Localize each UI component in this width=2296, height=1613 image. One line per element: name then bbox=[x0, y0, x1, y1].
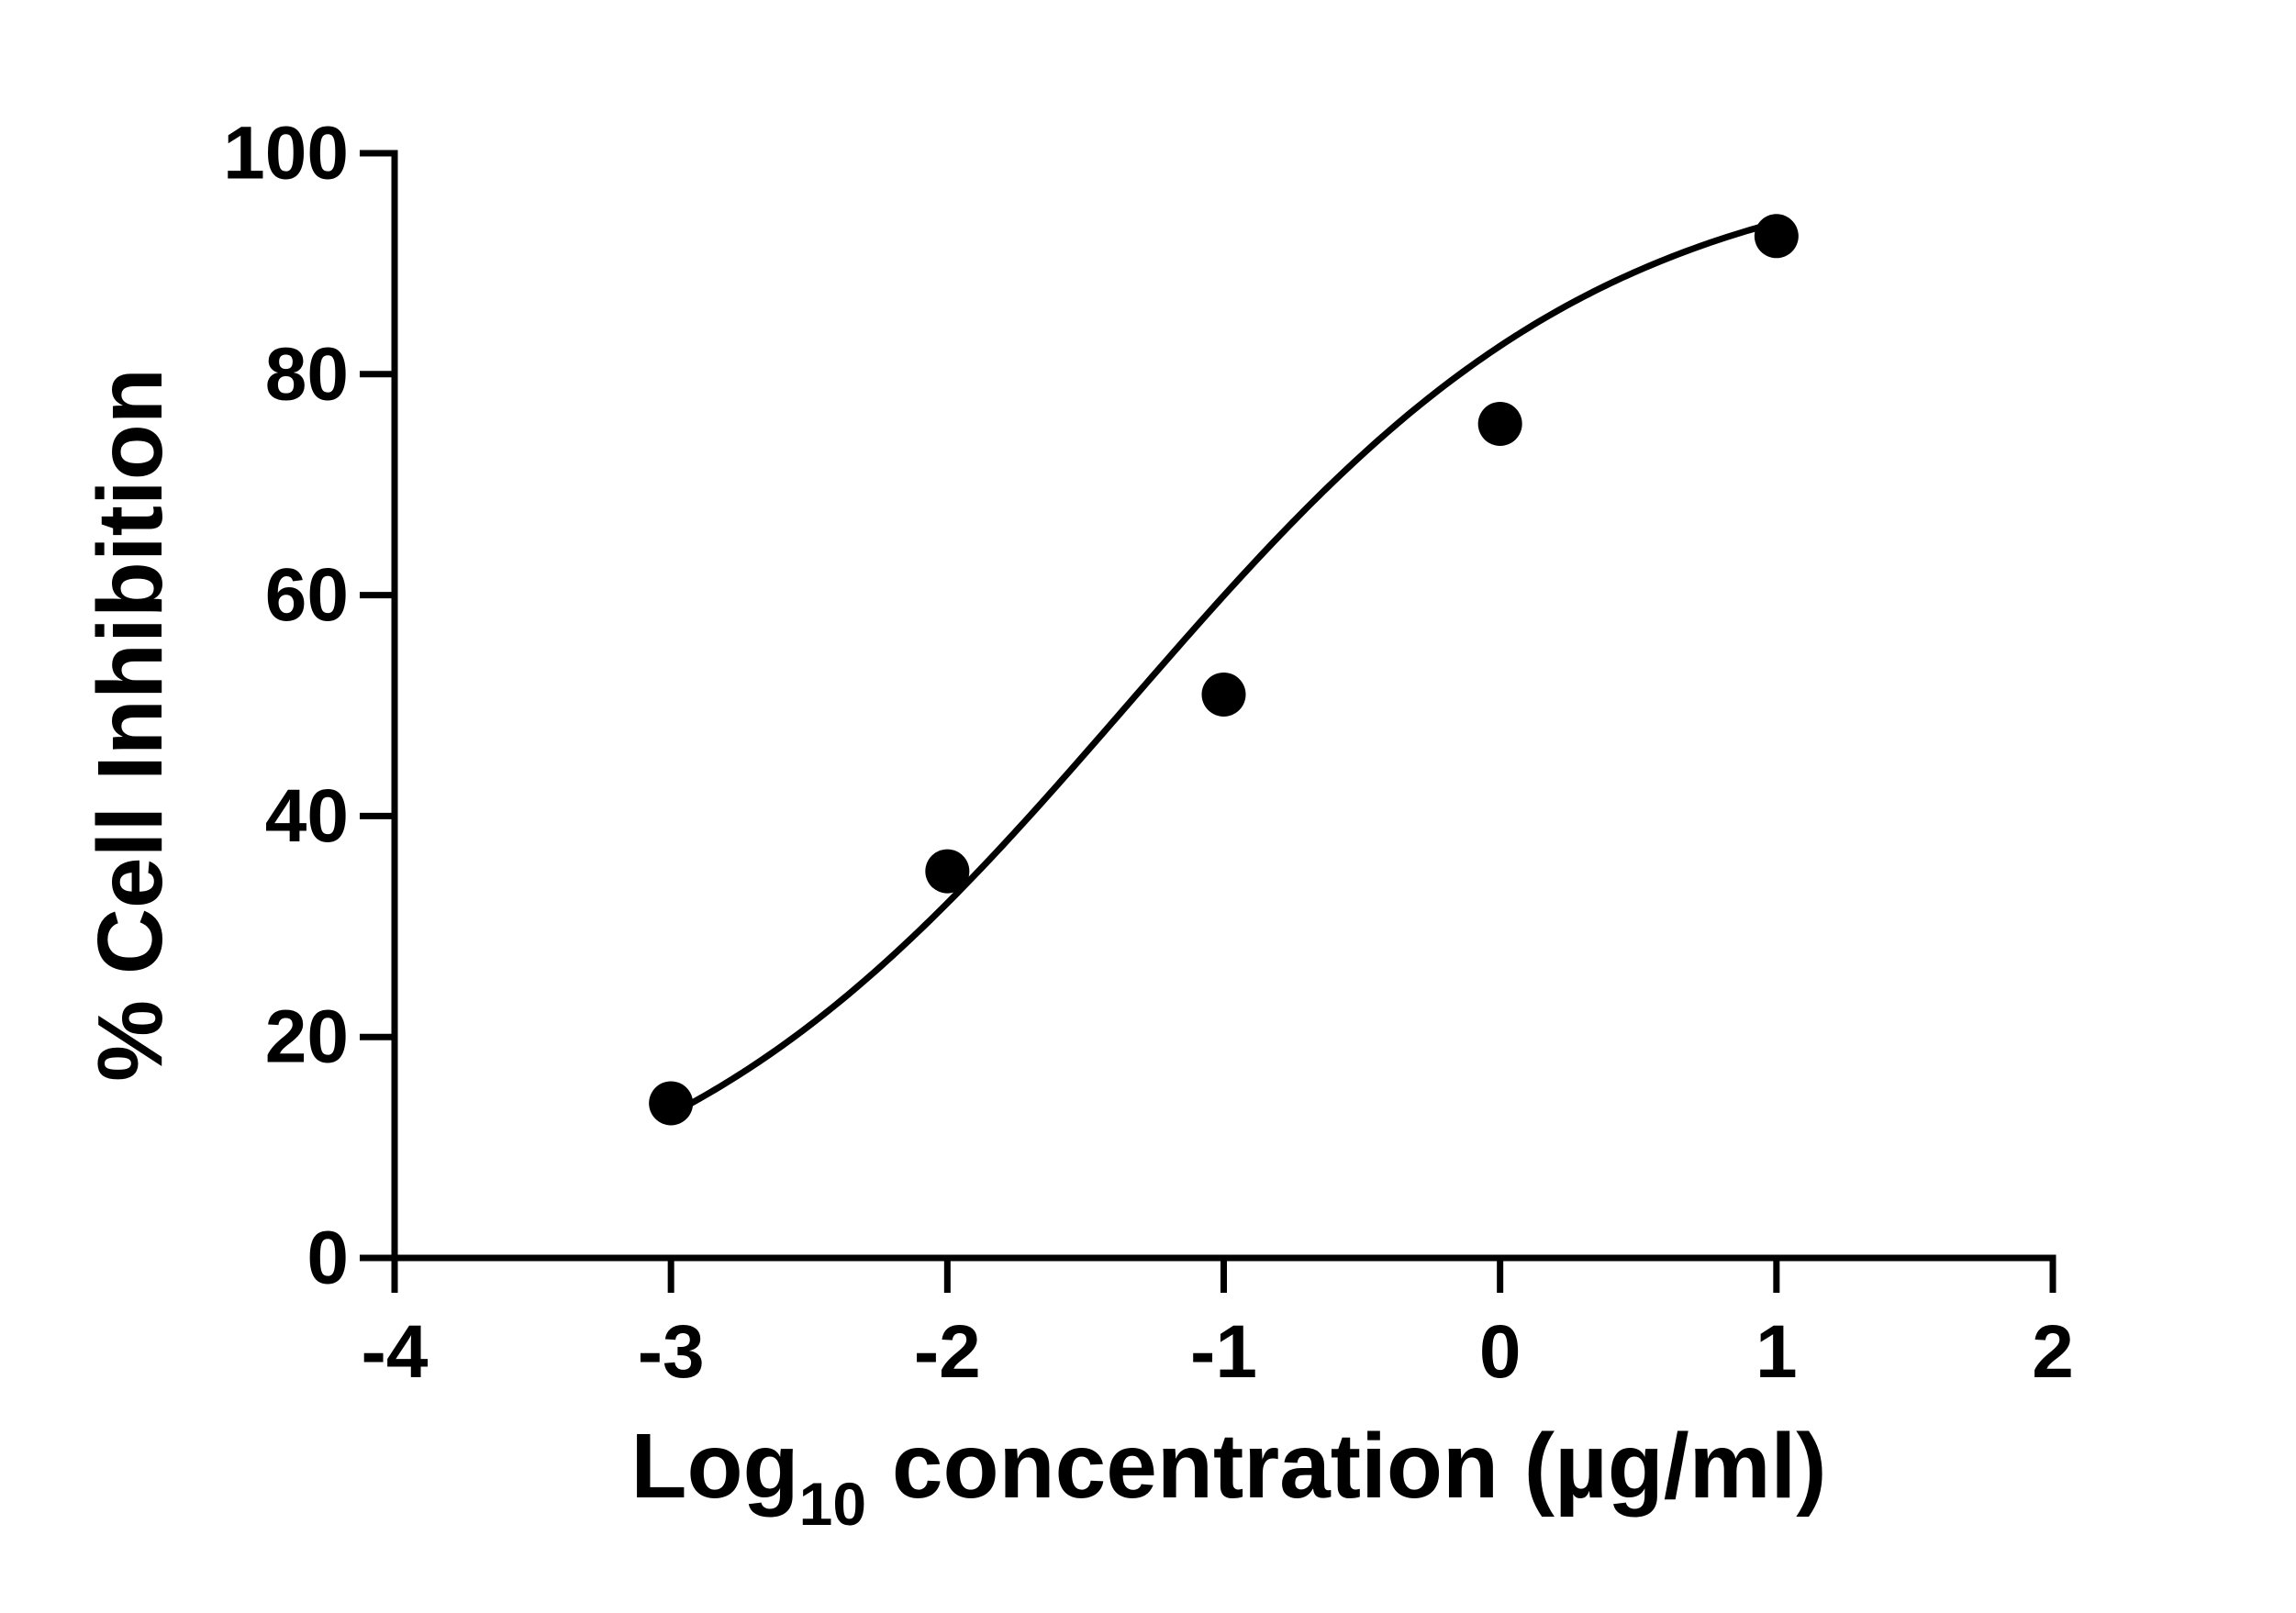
x-axis-ticks: -4 -3 -2 -1 0 1 2 bbox=[362, 1258, 2074, 1394]
fit-curve-layer bbox=[667, 218, 1780, 1118]
x-tick-label: -4 bbox=[362, 1310, 429, 1394]
x-tick-label: -2 bbox=[914, 1310, 981, 1394]
x-tick-label: 2 bbox=[2032, 1310, 2074, 1394]
y-tick-label: 0 bbox=[307, 1217, 349, 1300]
data-point bbox=[1201, 672, 1246, 717]
x-tick-label: -1 bbox=[1190, 1310, 1257, 1394]
x-axis-title: Log10 concentration (µg/ml) bbox=[630, 1415, 1826, 1538]
x-axis-title-subscript: 10 bbox=[799, 1470, 866, 1538]
y-tick-label: 80 bbox=[265, 332, 349, 416]
y-tick-label: 100 bbox=[223, 112, 349, 195]
data-point bbox=[925, 849, 970, 894]
data-points bbox=[649, 214, 1799, 1126]
x-tick-label: 1 bbox=[1755, 1310, 1798, 1394]
data-point bbox=[1754, 214, 1799, 259]
y-tick-label: 20 bbox=[265, 996, 349, 1079]
y-axis-ticks: 0 20 40 60 80 100 bbox=[223, 112, 395, 1300]
data-point bbox=[1477, 401, 1522, 446]
data-point bbox=[649, 1081, 694, 1126]
y-tick-label: 60 bbox=[265, 553, 349, 637]
y-axis-title: % Cell Inhibition bbox=[79, 368, 182, 1082]
x-tick-label: 0 bbox=[1479, 1310, 1521, 1394]
fit-curve bbox=[667, 218, 1780, 1118]
y-tick-label: 40 bbox=[265, 774, 349, 858]
x-tick-label: -3 bbox=[638, 1310, 705, 1394]
